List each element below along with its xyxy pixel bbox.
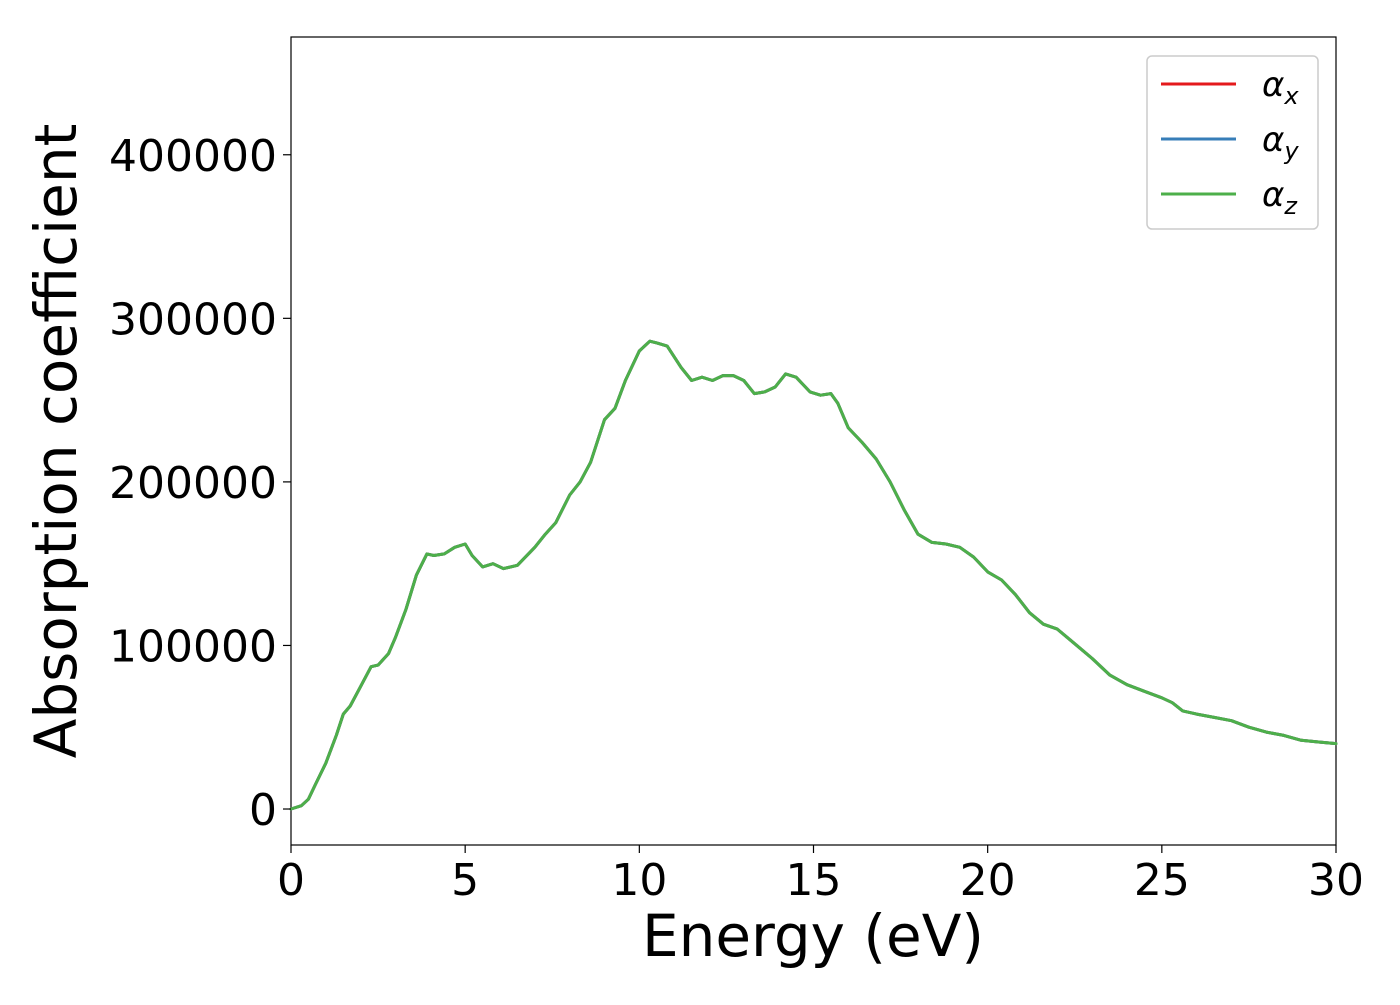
series-layer <box>289 339 1338 811</box>
y-tick-label: 300000 <box>109 294 277 345</box>
x-axis: 0 5 10 15 20 25 30 <box>277 845 1364 906</box>
y-tick-label: 400000 <box>109 131 277 182</box>
legend-label-1: αy <box>1262 120 1299 165</box>
y-tick-label: 200000 <box>109 458 277 509</box>
y-axis: 0 100000 200000 300000 400000 <box>109 131 291 836</box>
y-axis-title: Absorption coefficient <box>22 124 90 759</box>
y-tick-label: 100000 <box>109 621 277 672</box>
x-axis-title: Energy (eV) <box>642 902 984 970</box>
x-tick-label: 10 <box>611 855 667 906</box>
x-tick-label: 0 <box>277 855 305 906</box>
x-tick-label: 15 <box>786 855 842 906</box>
legend-box <box>1146 55 1319 230</box>
y-tick-label: 0 <box>249 785 277 836</box>
x-tick-label: 5 <box>451 855 479 906</box>
x-tick-label: 20 <box>960 855 1016 906</box>
series-line-2 <box>289 339 1338 811</box>
legend-label-0: αx <box>1262 65 1299 110</box>
x-tick-label: 25 <box>1134 855 1190 906</box>
legend-label-2: αz <box>1262 175 1298 220</box>
legend: αx αy αz <box>1146 55 1319 230</box>
x-tick-label: 30 <box>1308 855 1364 906</box>
